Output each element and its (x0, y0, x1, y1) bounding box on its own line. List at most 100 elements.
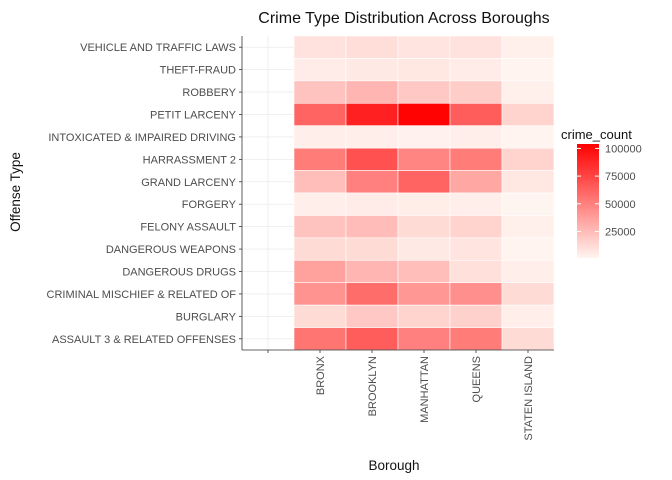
heatmap-cell (501, 282, 555, 306)
heatmap-cell (345, 58, 399, 82)
heatmap-cell (501, 170, 555, 194)
heatmap-cell (345, 259, 399, 284)
heatmap-cell (397, 282, 451, 306)
chart-title: Crime Type Distribution Across Boroughs (258, 10, 549, 27)
legend: crime_count 25000 50000 75000 100000 (561, 127, 642, 258)
heatmap-cell (449, 80, 503, 104)
heatmap-cell (501, 35, 555, 59)
y-tick-label: DANGEROUS DRUGS (122, 267, 236, 279)
heatmap-cell (345, 215, 399, 239)
heatmap-cell (397, 304, 451, 328)
heatmap-cell (293, 282, 347, 306)
heatmap-cell (501, 192, 555, 216)
heatmap-cell (449, 327, 503, 351)
y-tick-label: CRIMINAL MISCHIEF & RELATED OF (47, 289, 237, 301)
heatmap-cell (501, 237, 555, 261)
x-tick-label: BRONX (315, 355, 327, 395)
heatmap-cell (501, 147, 555, 171)
heatmap-cell (501, 102, 555, 127)
heatmap-cell (501, 125, 555, 149)
x-axis-label: Borough (368, 458, 419, 473)
heatmap-cell (449, 170, 503, 194)
heatmap-cells (293, 35, 555, 351)
legend-tick-label: 50000 (605, 199, 636, 211)
heatmap-cell (293, 327, 347, 351)
heatmap-cell (345, 170, 399, 194)
heatmap-cell (397, 147, 451, 171)
heatmap-cell (449, 304, 503, 328)
heatmap-cell (397, 237, 451, 261)
legend-tick-label: 75000 (605, 171, 636, 183)
heatmap-cell (345, 125, 399, 149)
heatmap-cell (397, 327, 451, 351)
x-axis: BRONX BROOKLYN MANHATTAN QUEENS STATEN ISLAN… (242, 349, 554, 441)
y-tick-label: HARRASSMENT 2 (143, 154, 236, 166)
heatmap-cell (449, 125, 503, 149)
heatmap-cell (293, 259, 347, 284)
heatmap-cell (293, 192, 347, 216)
y-tick-label: THEFT-FRAUD (160, 65, 236, 77)
y-tick-label: VEHICLE AND TRAFFIC LAWS (80, 42, 236, 54)
heatmap-cell (293, 170, 347, 194)
y-tick-label: INTOXICATED & IMPAIRED DRIVING (48, 132, 236, 144)
heatmap-cell (397, 215, 451, 239)
heatmap-cell (293, 35, 347, 59)
x-tick-label: QUEENS (471, 356, 483, 402)
heatmap-cell (345, 327, 399, 351)
heatmap-cell (501, 215, 555, 239)
legend-colorbar (577, 144, 599, 258)
y-axis-label: Offense Type (8, 152, 23, 232)
heatmap-cell (449, 58, 503, 82)
y-axis: VEHICLE AND TRAFFIC LAWS THEFT-FRAUD ROBBE… (47, 36, 243, 350)
heatmap-cell (293, 80, 347, 104)
legend-tick-label: 100000 (605, 143, 642, 155)
heatmap-cell (293, 58, 347, 82)
y-tick-label: ASSAULT 3 & RELATED OFFENSES (52, 334, 236, 346)
x-tick-label: MANHATTAN (419, 356, 431, 423)
heatmap-cell (449, 259, 503, 284)
heatmap-cell (345, 237, 399, 261)
heatmap-cell (397, 170, 451, 194)
heatmap-cell (345, 192, 399, 216)
heatmap-cell (397, 192, 451, 216)
heatmap-cell (501, 259, 555, 284)
heatmap-cell (449, 237, 503, 261)
heatmap-cell (345, 304, 399, 328)
y-tick-label: DANGEROUS WEAPONS (106, 244, 236, 256)
y-tick-label: FORGERY (182, 199, 237, 211)
heatmap-cell (397, 259, 451, 284)
heatmap-cell (345, 102, 399, 127)
x-tick-label: STATEN ISLAND (523, 356, 535, 441)
heatmap-cell (293, 237, 347, 261)
heatmap-cell (397, 58, 451, 82)
heatmap-cell (501, 327, 555, 351)
y-tick-label: PETIT LARCENY (150, 110, 237, 122)
heatmap-cell (449, 215, 503, 239)
heatmap-cell (293, 215, 347, 239)
legend-tick-label: 25000 (605, 226, 636, 238)
heatmap-cell (345, 147, 399, 171)
heatmap-cell (501, 80, 555, 104)
heatmap-cell (501, 58, 555, 82)
heatmap-cell (449, 35, 503, 59)
heatmap-cell (293, 102, 347, 127)
heatmap-cell (293, 147, 347, 171)
y-tick-label: FELONY ASSAULT (140, 222, 236, 234)
heatmap-cell (397, 125, 451, 149)
heatmap-cell (293, 125, 347, 149)
heatmap-cell (449, 102, 503, 127)
heatmap-cell (293, 304, 347, 328)
y-tick-label: ROBBERY (182, 87, 236, 99)
heatmap-cell (397, 80, 451, 104)
legend-title: crime_count (561, 127, 632, 142)
heatmap-cell (449, 147, 503, 171)
heatmap-cell (397, 102, 451, 127)
heatmap-cell (501, 304, 555, 328)
heatmap-cell (397, 35, 451, 59)
y-tick-label: GRAND LARCENY (141, 177, 236, 189)
heatmap-cell (449, 282, 503, 306)
heatmap-cell (449, 192, 503, 216)
heatmap-cell (345, 282, 399, 306)
y-tick-label: BURGLARY (176, 311, 237, 323)
